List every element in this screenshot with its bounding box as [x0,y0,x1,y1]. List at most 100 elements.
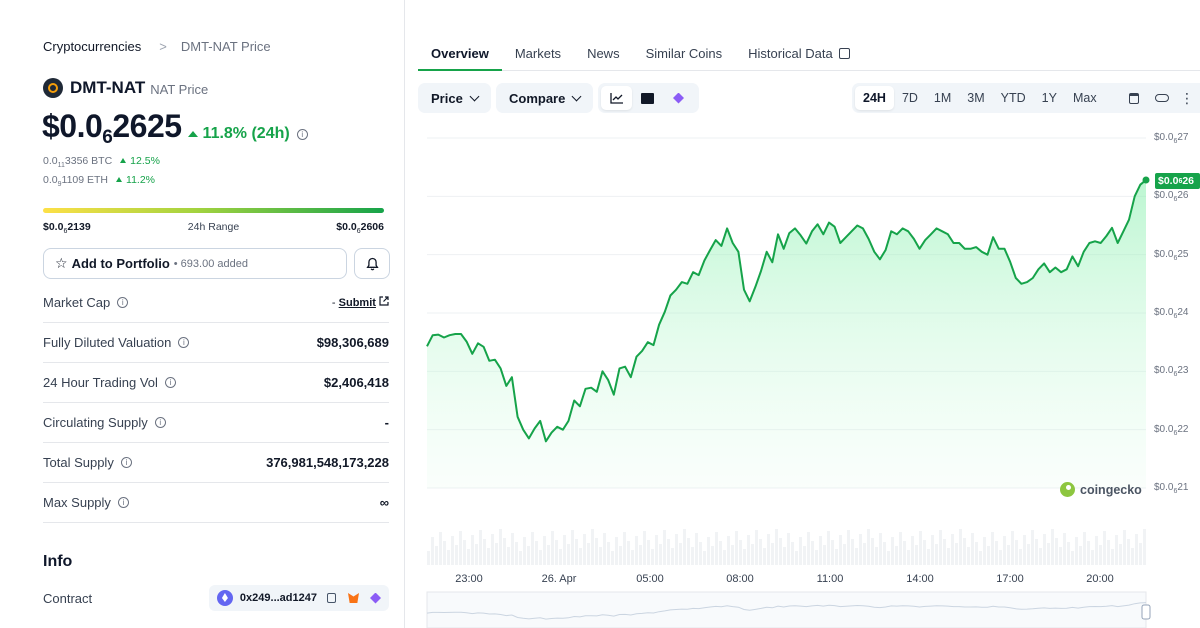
volume-bar [883,542,886,565]
price-line [426,179,1147,443]
metamask-icon[interactable] [348,593,359,603]
price-alert-button[interactable] [354,248,390,279]
y-tick-label: $0.0627 [1154,132,1189,145]
volume-bar [547,545,550,565]
volume-bar [471,535,474,565]
breadcrumb-cryptocurrencies[interactable]: Cryptocurrencies [43,39,142,54]
line-chart-button[interactable] [601,86,632,110]
tab-markets[interactable]: Markets [514,46,562,61]
volume-bar [1087,541,1090,565]
more-vertical-icon: ⋮ [1180,90,1194,106]
volume-bar [763,548,766,565]
volume-bar [751,544,754,565]
x-tick-label: 14:00 [906,573,934,585]
calendar-button[interactable] [1121,86,1147,110]
volume-bar [679,543,682,565]
coingecko-watermark: coingecko [1060,482,1142,497]
current-price-tag: $0.0 6 26 [1155,173,1200,189]
navigator-handle[interactable] [1141,604,1151,620]
info-icon[interactable]: i [154,417,166,428]
price-chart[interactable]: $0.0627 $0.0626 $0.0625 $0.0624 $0.0623 $0.06… [418,125,1200,628]
volume-bar [843,544,846,565]
volume-bar [531,532,534,565]
info-icon[interactable]: i [120,457,132,468]
range-ytd[interactable]: YTD [1000,91,1026,105]
info-icon[interactable]: i [117,497,129,508]
info-icon[interactable]: i [164,377,176,388]
coin-subtitle: NAT Price [150,81,209,97]
contract-chip[interactable]: 0x249...ad1247 [208,585,389,611]
contract-label: Contract [43,590,93,606]
stat-row-total-supply: Total Supply i 376,981,548,173,228 [43,443,389,483]
copy-icon[interactable] [327,593,336,603]
volume-bar [451,536,454,565]
volume-bar [935,544,938,565]
submit-link[interactable]: Submit [338,297,376,309]
volume-bar [831,540,834,565]
volume-bar [1043,534,1046,565]
current-price-marker [1142,176,1150,184]
diamond-icon [673,92,684,104]
volume-bar [563,535,566,565]
volume-bar [527,546,530,565]
coingecko-logo-icon [1060,482,1075,497]
advanced-chart-button[interactable] [663,86,694,110]
wallet-extension-icon[interactable] [370,592,381,604]
share-link-button[interactable] [1147,86,1177,110]
range-24h[interactable]: 24H [855,86,894,110]
info-icon[interactable]: i [117,297,129,308]
tab-historical-data[interactable]: Historical Data [735,37,863,71]
range-3m[interactable]: 3M [967,91,985,105]
range-max[interactable]: Max [1072,91,1097,105]
stat-value: $98,306,689 [316,335,389,350]
info-icon[interactable]: i [296,129,308,140]
chart-type-switch [598,83,699,113]
volume-bar [1027,544,1030,565]
tab-similar-coins[interactable]: Similar Coins [645,46,723,61]
more-options-button[interactable]: ⋮ [1177,86,1197,110]
coin-name: DMT-NAT [70,78,146,97]
volume-bar [1111,549,1114,565]
volume-bar [919,531,922,565]
volume-bar [507,547,510,565]
up-arrow-icon [116,177,123,183]
volume-bar [571,530,574,565]
volume-bar [519,551,522,565]
tradingview-icon [641,92,654,104]
stat-row-fdv: Fully Diluted Valuation i $98,306,689 [43,323,389,363]
tab-overview[interactable]: Overview [418,37,502,71]
stats-table: Market Cap i - Submit Fully Diluted Valua… [43,283,389,523]
tab-news[interactable]: News [587,46,620,61]
info-icon[interactable]: i [178,337,190,348]
navigator[interactable] [426,591,1147,628]
line-chart-icon [609,93,623,104]
volume-bar [1011,531,1014,565]
volume-bar [779,538,782,565]
volume-bar [967,547,970,565]
price-dropdown[interactable]: Price [418,83,491,113]
volume-bar [599,547,602,565]
volume-bar [567,544,570,565]
volume-bar [587,543,590,565]
coin-info-panel: Cryptocurrencies > DMT-NAT Price DMT-NAT… [0,0,405,628]
btc-price: 0.0113356 BTC 12.5% [43,155,160,170]
add-to-portfolio-button[interactable]: ☆ Add to Portfolio • 693.00 added [43,248,347,279]
volume-bar [499,529,502,565]
volume-bar [535,541,538,565]
volume-bar [1015,540,1018,565]
tradingview-button[interactable] [632,86,663,110]
range-1m[interactable]: 1M [933,91,952,105]
volume-bar [723,550,726,565]
portfolio-added-count: • 693.00 added [173,257,248,270]
stat-value: - Submit [332,296,389,309]
volume-bar [791,542,794,565]
volume-bar [991,532,994,565]
volume-bar [627,541,630,565]
volume-bar [703,551,706,565]
range-7d[interactable]: 7D [901,91,918,105]
range-1y[interactable]: 1Y [1041,91,1057,105]
volume-bar [743,549,746,565]
compare-dropdown[interactable]: Compare [496,83,594,113]
volume-bar [979,551,982,565]
volume-bar [707,537,710,565]
